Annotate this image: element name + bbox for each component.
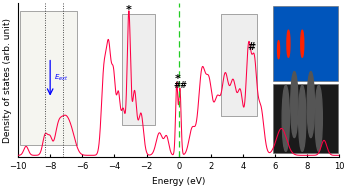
Circle shape [291,72,298,138]
Bar [221,14,256,116]
Circle shape [299,85,306,151]
Text: *: * [175,74,181,84]
Circle shape [301,30,304,57]
Bar [272,6,339,81]
X-axis label: Energy (eV): Energy (eV) [152,177,205,186]
Circle shape [307,72,315,138]
Text: $E_{ext}$: $E_{ext}$ [54,73,69,83]
Circle shape [287,30,290,57]
Bar [21,11,77,145]
Circle shape [282,85,290,151]
Text: #: # [248,42,256,52]
Circle shape [315,85,322,151]
Bar [122,14,155,125]
Text: *: * [126,5,132,15]
Text: ##: ## [173,81,187,90]
Bar [272,84,339,153]
Y-axis label: Density of states (arb. unit): Density of states (arb. unit) [3,18,13,143]
Circle shape [278,41,279,59]
